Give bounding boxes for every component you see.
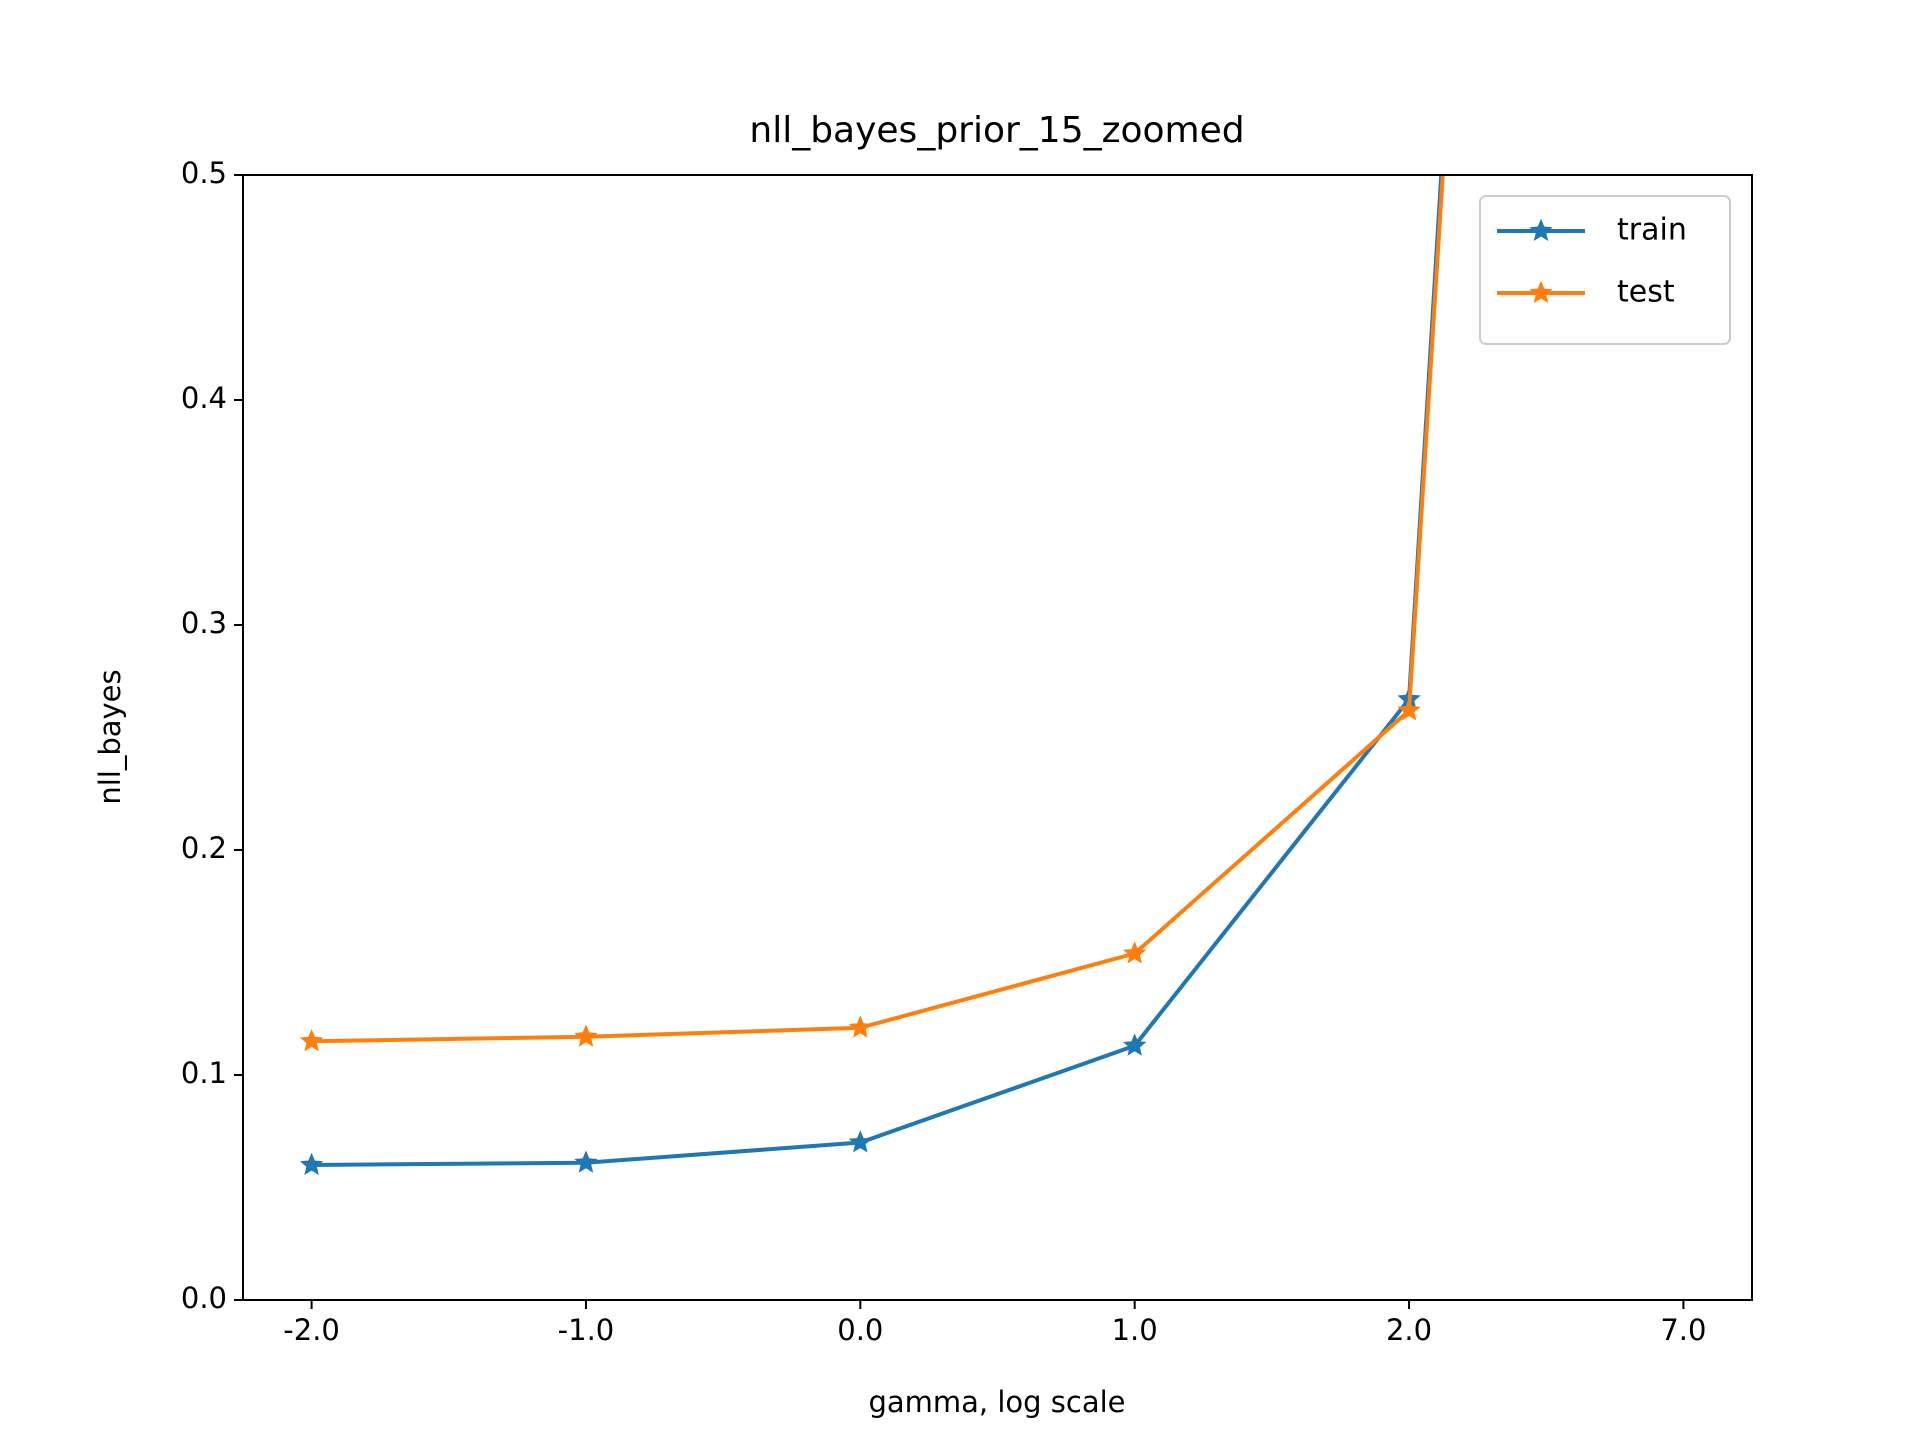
point-marker — [848, 1130, 873, 1153]
x-tick-label: 1.0 — [1112, 1313, 1158, 1347]
x-tick-label: -1.0 — [558, 1313, 615, 1347]
y-tick-label: 0.0 — [181, 1281, 227, 1315]
y-axis-label: nll_bayes — [93, 669, 127, 804]
y-tick-label: 0.3 — [181, 606, 227, 640]
legend-marker — [1529, 218, 1553, 241]
y-tick-label: 0.1 — [181, 1056, 227, 1090]
y-tick-label: 0.5 — [181, 156, 227, 190]
legend-box — [1479, 195, 1731, 345]
legend: train test — [1479, 195, 1731, 345]
axes-frame — [242, 174, 1753, 1301]
point-marker — [574, 1150, 598, 1173]
series-line — [311, 175, 1445, 1044]
legend-marker — [1529, 280, 1553, 303]
legend-label: test — [1617, 275, 1675, 310]
x-tick-label: -2.0 — [283, 1313, 340, 1347]
point-marker — [574, 1024, 598, 1047]
point-marker — [1122, 941, 1147, 964]
chart-title: nll_bayes_prior_15_zoomed — [749, 110, 1244, 151]
plot-area — [299, 175, 1445, 1175]
y-tick-label: 0.2 — [181, 831, 227, 865]
series-line — [311, 175, 1444, 1167]
x-axis-label: gamma, log scale — [868, 1385, 1125, 1419]
x-tick-label: 0.0 — [837, 1313, 883, 1347]
point-marker — [299, 1028, 324, 1052]
point-marker — [1397, 698, 1421, 721]
x-tick-label: 7.0 — [1660, 1313, 1706, 1347]
axes: 0.0 0.1 0.2 0.3 0.4 0.5 -2.0 -1.0 0.0 1.0 2.0 7.0 — [181, 156, 1707, 1347]
x-tick-label: 2.0 — [1386, 1313, 1432, 1347]
legend-label: train — [1617, 213, 1687, 248]
point-marker — [1122, 1033, 1147, 1056]
point-marker — [299, 1152, 324, 1175]
point-marker — [848, 1015, 873, 1038]
y-tick-label: 0.4 — [181, 381, 227, 415]
